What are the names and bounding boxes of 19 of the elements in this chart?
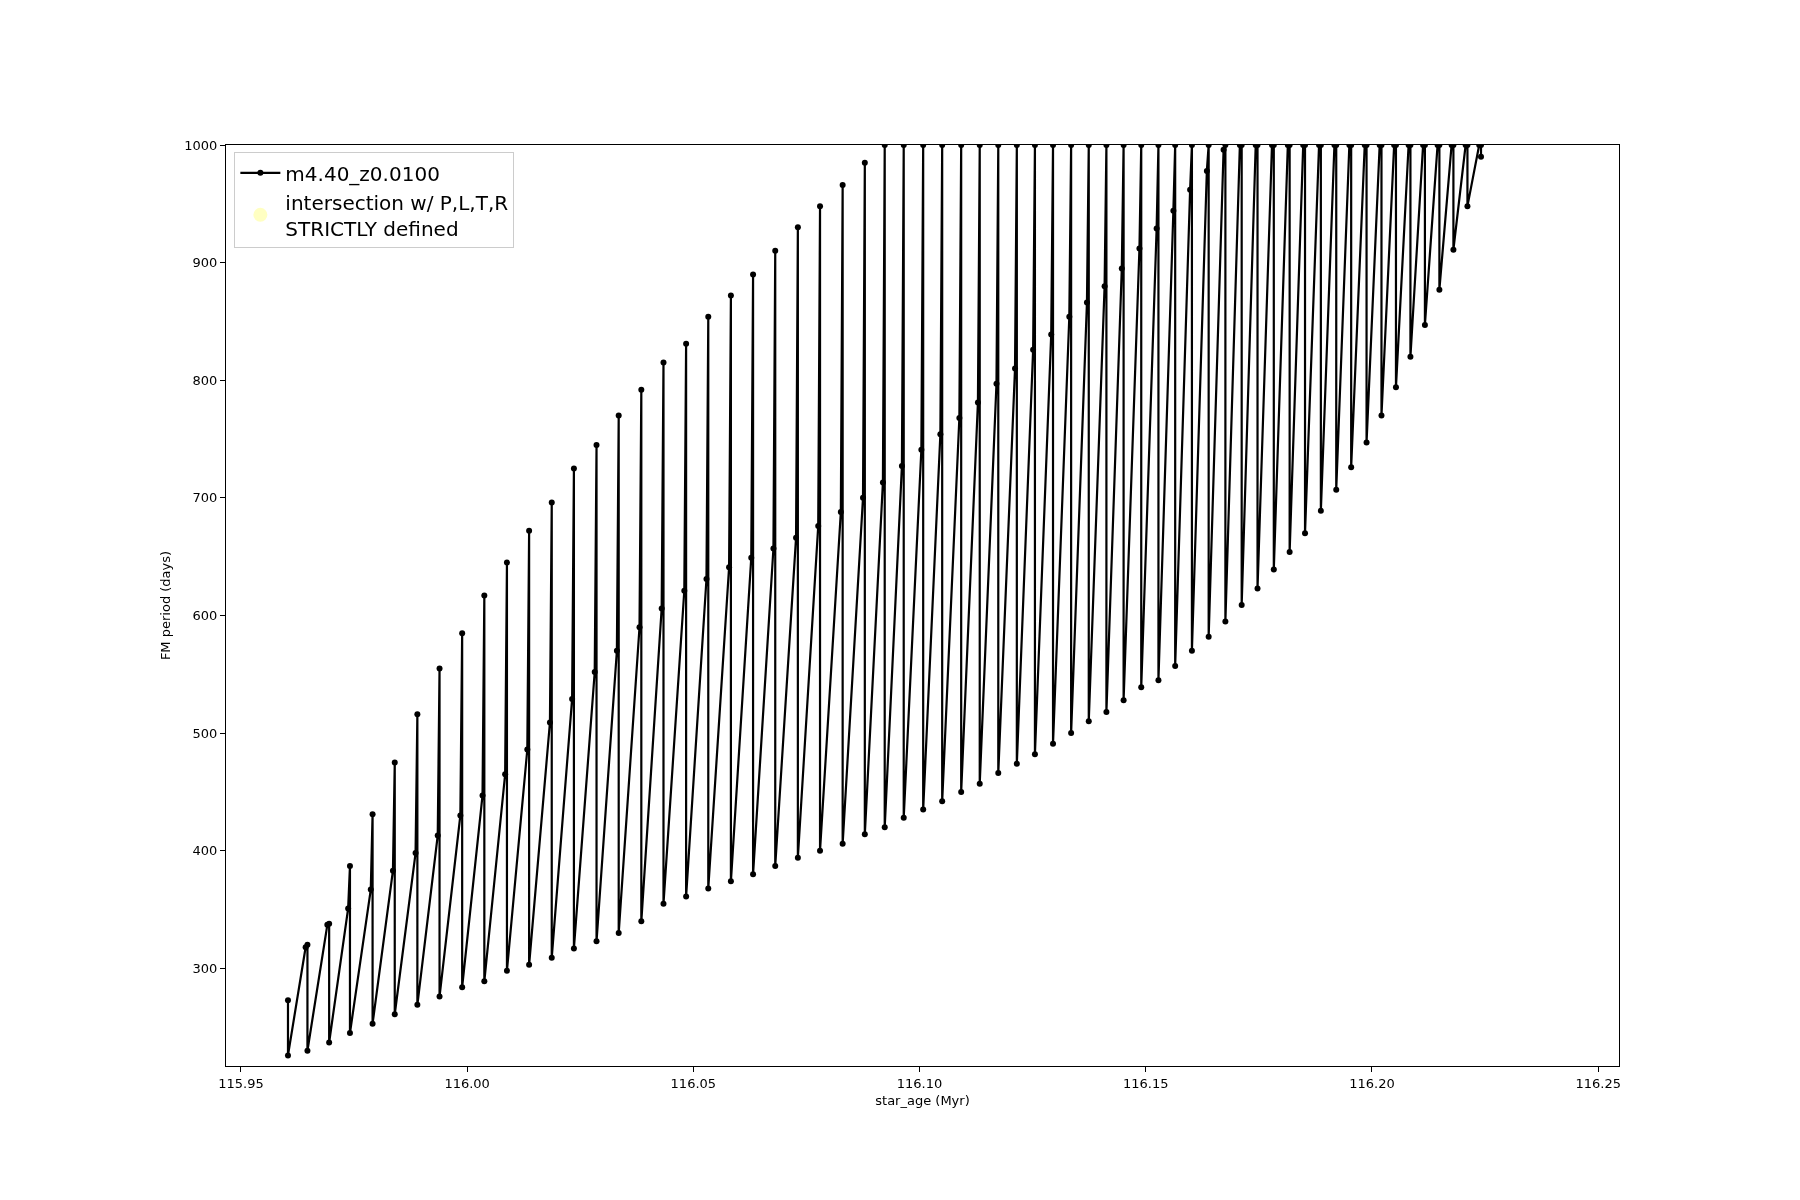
x-tick-label: 115.95	[218, 1075, 264, 1091]
x-tick-label: 116.00	[444, 1075, 490, 1091]
y-tick-label: 700	[192, 490, 218, 506]
x-tick-label: 116.10	[896, 1075, 943, 1091]
y-axis-title: FM period (days)	[158, 550, 174, 661]
y-tick-label: 500	[192, 725, 218, 741]
x-tick-label: 116.15	[1123, 1075, 1169, 1091]
legend-label: intersection w/ P,L,T,R STRICTLY defined	[285, 190, 509, 241]
y-tick-label: 400	[192, 843, 218, 859]
y-tick-label: 800	[192, 372, 218, 388]
x-tick-label: 116.25	[1575, 1075, 1621, 1091]
y-tick-label: 1000	[184, 137, 218, 153]
y-tick-label: 900	[192, 255, 218, 271]
y-tick-label: 300	[192, 960, 218, 976]
x-axis-title: star_age (Myr)	[875, 1093, 970, 1109]
legend-label: m4.40_z0.0100	[285, 161, 440, 186]
x-tick-label: 116.20	[1349, 1075, 1395, 1091]
x-tick-label: 116.05	[670, 1075, 717, 1091]
y-tick-label: 600	[192, 608, 218, 624]
